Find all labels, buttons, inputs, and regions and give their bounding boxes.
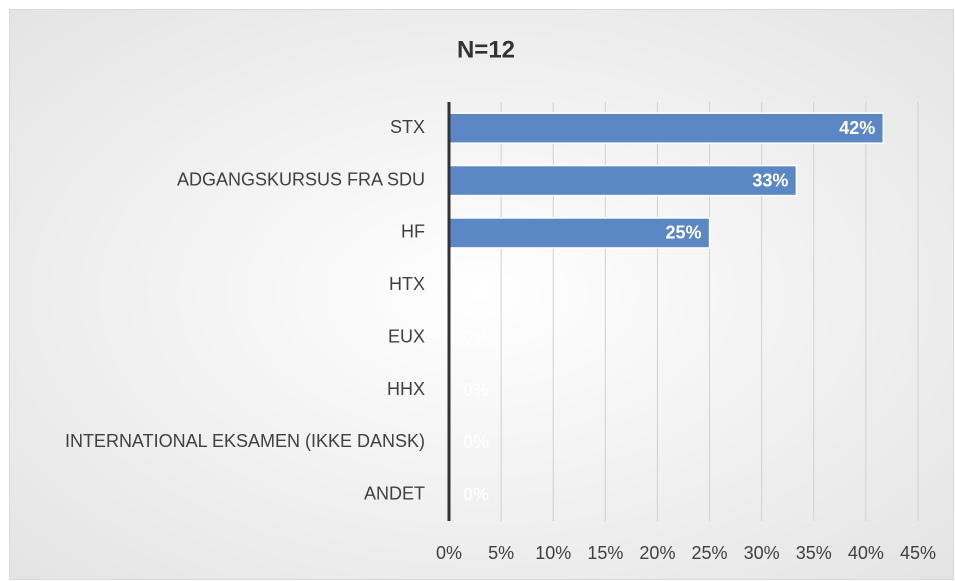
x-tick-label: 45% [900,543,936,563]
x-tick-label: 40% [848,543,884,563]
x-tick-label: 20% [639,543,675,563]
data-label: 0% [463,432,489,452]
x-tick-label: 5% [488,543,514,563]
x-tick-label: 0% [436,543,462,563]
x-tick-label: 15% [587,543,623,563]
y-tick-label: HF [401,222,425,242]
data-label: 0% [463,380,489,400]
y-tick-label: STX [390,117,425,137]
bar [448,164,798,197]
data-label: 25% [666,223,702,243]
x-tick-label: 35% [796,543,832,563]
chart-title: N=12 [457,36,515,63]
y-tick-label: ADGANGSKURSUS FRA SDU [177,169,425,189]
x-tick-label: 30% [744,543,780,563]
x-tick-label: 10% [535,543,571,563]
data-label: 42% [839,118,875,138]
y-tick-label: HTX [389,274,425,294]
bar [448,112,885,144]
y-tick-label: HHX [387,379,425,399]
y-tick-label: ANDET [364,484,425,504]
y-tick-label: EUX [388,326,425,346]
data-label: 0% [463,275,489,295]
x-tick-label: 25% [692,543,728,563]
data-label: 33% [752,170,788,190]
chart-background [9,9,954,580]
data-label: 0% [463,485,489,505]
y-tick-label: INTERNATIONAL EKSAMEN (IKKE DANSK) [65,431,425,451]
data-label: 0% [463,327,489,347]
